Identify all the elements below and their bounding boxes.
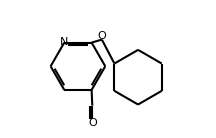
Text: O: O [97, 31, 106, 41]
Text: N: N [60, 37, 69, 47]
Text: O: O [88, 118, 97, 128]
